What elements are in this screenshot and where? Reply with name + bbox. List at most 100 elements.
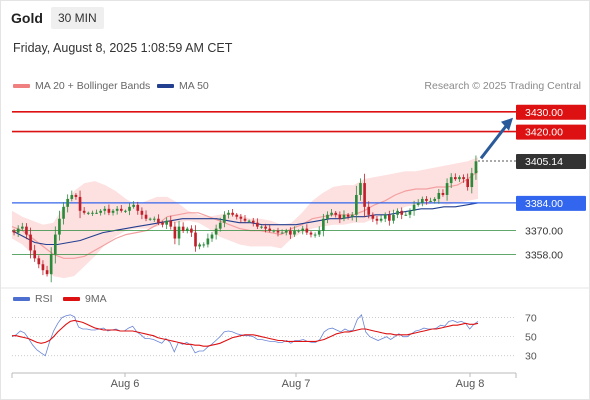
candle-body-105 (445, 183, 449, 195)
datetime-label: Friday, August 8, 2025 1:08:59 AM CET (13, 41, 233, 55)
candle-body-26 (119, 208, 123, 211)
x-tick-label-1: Aug 7 (282, 378, 311, 390)
candle-body-70 (301, 228, 305, 231)
target-arrow-line (479, 123, 509, 160)
candle-body-89 (379, 218, 383, 221)
candle-body-98 (416, 202, 420, 205)
level-box-0 (516, 104, 586, 120)
candle-body-24 (111, 210, 115, 213)
legend-rsi: RSI (13, 293, 53, 305)
legend-rsi-label: RSI (35, 293, 53, 305)
legend-ma50: MA 50 (157, 80, 209, 92)
credit-text: Research © 2025 Trading Central (424, 80, 581, 92)
candle-body-27 (124, 210, 127, 212)
candle-body-40 (177, 226, 181, 239)
candle-body-101 (429, 200, 432, 202)
rsi-tick-label-30: 30 (525, 351, 537, 363)
candle-body-47 (206, 238, 210, 245)
candle-body-88 (375, 218, 379, 221)
candle-body-6 (37, 258, 41, 265)
candle-body-28 (128, 206, 131, 211)
candle-body-96 (408, 210, 412, 215)
candle-body-109 (462, 177, 465, 180)
candle-body-106 (449, 177, 453, 184)
candle-body-69 (297, 230, 300, 232)
candle-body-73 (313, 234, 317, 236)
candle-body-9 (49, 254, 53, 275)
candle-body-74 (317, 230, 321, 235)
candle-body-82 (350, 214, 354, 217)
candle-body-48 (210, 234, 214, 239)
candle-body-76 (326, 214, 329, 219)
candle-body-108 (458, 177, 461, 180)
candle-body-59 (256, 222, 259, 227)
candle-body-100 (425, 198, 428, 201)
candle-body-18 (86, 212, 90, 214)
candle-body-34 (152, 218, 156, 220)
candle-body-37 (165, 220, 168, 225)
candle-body-45 (198, 244, 201, 247)
candle-body-25 (115, 208, 119, 211)
level-label-3: 3384.00 (525, 198, 563, 210)
level-box-3 (516, 195, 586, 211)
candle-body-22 (103, 208, 107, 211)
candle-body-112 (474, 161, 478, 174)
candle-body-110 (466, 179, 470, 188)
candle-body-104 (441, 192, 445, 195)
candle-body-7 (41, 264, 45, 271)
candle-body-39 (173, 226, 177, 239)
level-label-5: 3358.00 (525, 249, 563, 261)
candle-body-5 (33, 250, 37, 259)
candle-body-4 (29, 234, 32, 251)
legend-rsi-ma: 9MA (63, 293, 107, 305)
candle-body-91 (388, 214, 391, 221)
candle-body-19 (91, 212, 94, 214)
candle-body-97 (412, 204, 416, 211)
candle-body-17 (82, 210, 86, 213)
candle-body-79 (338, 214, 342, 219)
rsi-tick-label-50: 50 (525, 332, 537, 344)
candle-body-84 (359, 183, 362, 195)
candle-body-57 (247, 220, 251, 222)
legend-bollinger-label: MA 20 + Bollinger Bands (35, 80, 151, 92)
candle-body-50 (218, 222, 222, 229)
level-label-0: 3430.00 (525, 107, 563, 119)
candle-body-32 (144, 214, 148, 219)
candle-body-54 (235, 214, 239, 217)
candle-body-81 (346, 214, 350, 217)
candle-body-67 (289, 230, 292, 235)
x-tick-label-0: Aug 6 (111, 378, 140, 390)
candle-body-49 (214, 228, 218, 235)
candle-body-80 (342, 214, 346, 219)
rsi-ma-swatch (63, 297, 80, 302)
candle-body-52 (227, 212, 230, 215)
timeframe-button[interactable]: 30 MIN (51, 7, 104, 29)
candle-body-38 (169, 220, 173, 227)
candle-body-14 (70, 194, 74, 199)
candle-body-83 (355, 194, 358, 215)
candle-body-90 (383, 214, 387, 219)
candle-body-3 (25, 226, 28, 235)
candle-body-8 (45, 270, 49, 275)
candle-body-53 (231, 212, 234, 215)
candle-body-36 (161, 222, 164, 225)
candle-body-42 (185, 228, 189, 231)
candle-body-13 (66, 198, 69, 207)
candle-body-66 (284, 230, 288, 233)
candle-body-43 (190, 228, 193, 233)
legend-ma50-label: MA 50 (179, 80, 209, 92)
target-arrow-head (501, 117, 513, 131)
rsi-tick-label-70: 70 (525, 313, 537, 325)
candle-body-2 (20, 226, 24, 229)
ma50-line (11, 202, 479, 246)
candle-body-107 (453, 177, 457, 180)
candle-body-29 (132, 204, 135, 207)
candle-body-23 (107, 208, 111, 213)
candle-body-71 (305, 228, 309, 233)
candle-body-72 (309, 232, 313, 235)
candle-body-61 (264, 226, 267, 229)
candle-body-56 (243, 218, 247, 221)
candle-body-111 (470, 173, 474, 188)
level-box-2 (516, 154, 586, 170)
